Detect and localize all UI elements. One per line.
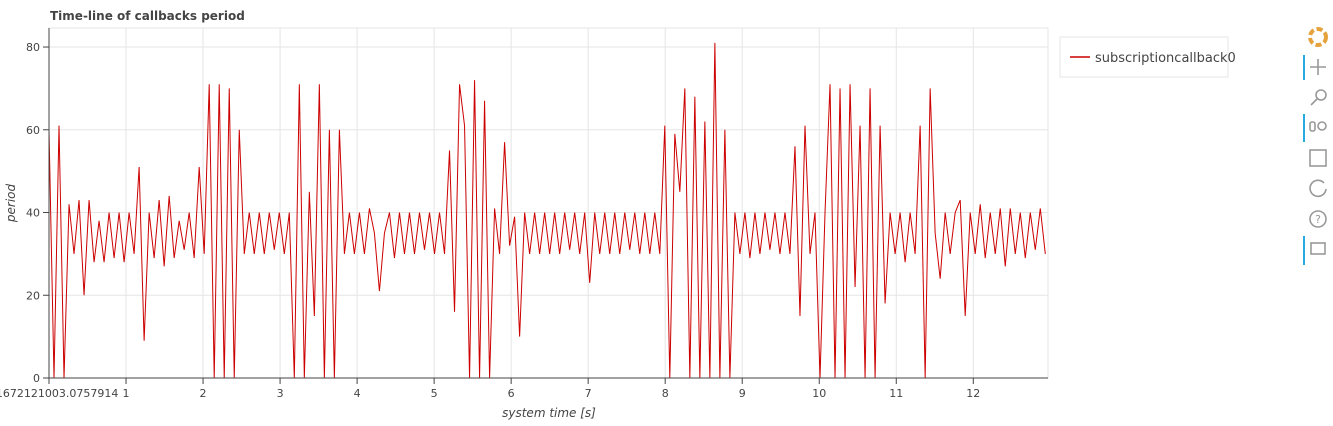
x-tick-label: 12 (966, 387, 980, 400)
reset-tool[interactable] (1309, 179, 1327, 198)
x-tick-label: 2 (200, 387, 207, 400)
x-tick-label: 4 (354, 387, 361, 400)
x-tick-label: 0+1672121003.0757914 (0, 387, 118, 400)
x-tick-label: 1 (123, 387, 130, 400)
series-line (48, 42, 1046, 379)
toolbar: ? (1303, 27, 1328, 265)
wheel-zoom-tool[interactable] (1309, 121, 1327, 132)
x-tick-label: 3 (277, 387, 284, 400)
y-axis-label: period (4, 184, 18, 224)
plot-border (48, 27, 1049, 379)
y-tick-label: 80 (26, 41, 40, 54)
x-tick-label: 6 (508, 387, 515, 400)
save-tool[interactable] (1309, 149, 1327, 167)
x-tick-label: 10 (812, 387, 826, 400)
x-tick-label: 9 (739, 387, 746, 400)
y-tick-label: 40 (26, 207, 40, 220)
x-axis-label: system time [s] (502, 406, 596, 420)
plot-area (48, 27, 1049, 379)
x-tick-label: 7 (585, 387, 592, 400)
y-tick-label: 60 (26, 124, 40, 137)
x-tick-label: 11 (889, 387, 903, 400)
chart-title: Time-line of callbacks period (50, 9, 245, 23)
help-tool[interactable]: ? (1309, 210, 1327, 228)
y-tick-label: 20 (26, 289, 40, 302)
hover-tool[interactable] (1310, 242, 1326, 255)
legend-label: subscriptioncallback0 (1095, 51, 1236, 66)
svg-text:?: ? (1315, 213, 1321, 226)
x-tick-label: 5 (431, 387, 438, 400)
logo[interactable] (1308, 27, 1328, 47)
y-tick-label: 0 (33, 372, 40, 385)
pan-tool[interactable] (1310, 59, 1326, 75)
x-tick-label: 8 (662, 387, 669, 400)
zoom-tool[interactable] (1310, 89, 1327, 106)
